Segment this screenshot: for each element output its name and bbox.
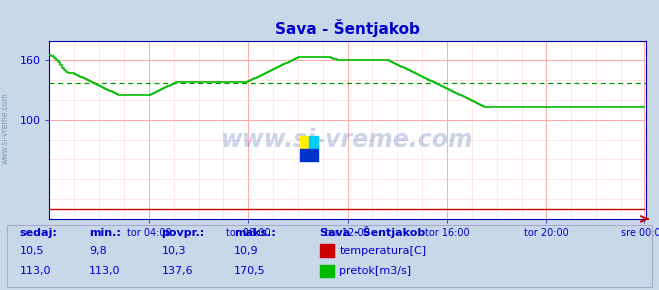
Text: min.:: min.: <box>89 228 121 238</box>
Text: 113,0: 113,0 <box>20 266 51 276</box>
Text: povpr.:: povpr.: <box>161 228 205 238</box>
Text: maks.:: maks.: <box>234 228 275 238</box>
Text: www.si-vreme.com: www.si-vreme.com <box>1 92 10 164</box>
Text: 170,5: 170,5 <box>234 266 266 276</box>
Text: 137,6: 137,6 <box>161 266 193 276</box>
Text: sedaj:: sedaj: <box>20 228 57 238</box>
Text: temperatura[C]: temperatura[C] <box>339 246 426 256</box>
Text: 9,8: 9,8 <box>89 246 107 256</box>
Text: 10,3: 10,3 <box>161 246 186 256</box>
Text: 113,0: 113,0 <box>89 266 121 276</box>
Text: 10,5: 10,5 <box>20 246 44 256</box>
Text: Sava - Šentjakob: Sava - Šentjakob <box>320 226 425 238</box>
Text: 10,9: 10,9 <box>234 246 258 256</box>
Title: Sava - Šentjakob: Sava - Šentjakob <box>275 19 420 37</box>
Text: www.si-vreme.com: www.si-vreme.com <box>221 128 474 153</box>
Text: pretok[m3/s]: pretok[m3/s] <box>339 266 411 276</box>
